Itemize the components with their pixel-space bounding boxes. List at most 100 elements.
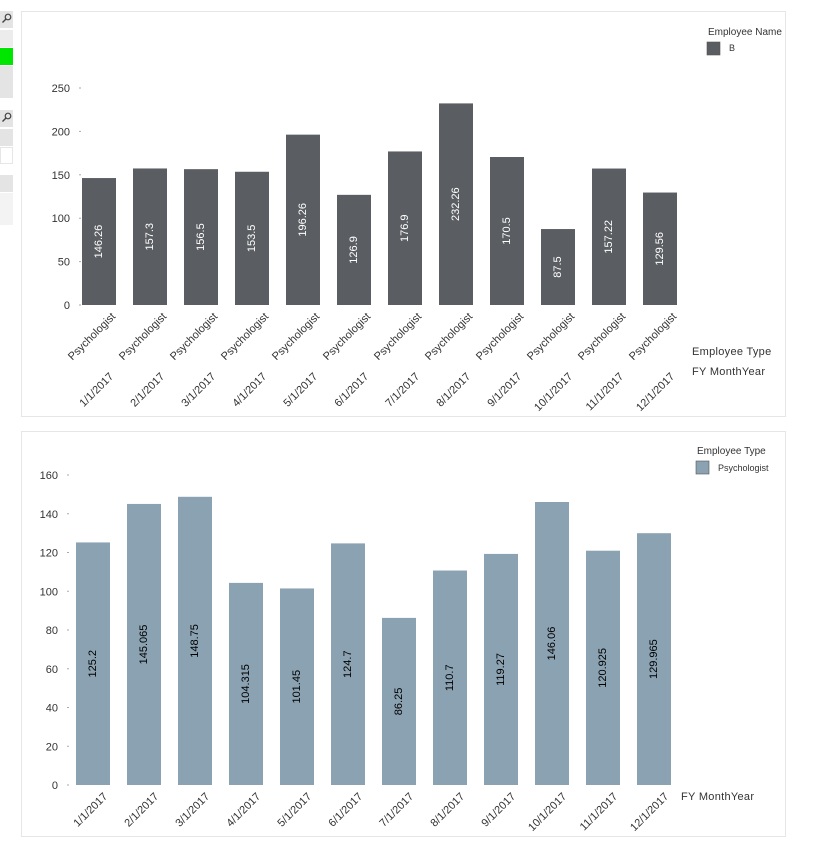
bar[interactable] xyxy=(541,229,575,305)
bar[interactable] xyxy=(235,171,269,305)
y-tick-label: 140 xyxy=(40,509,58,521)
y-tick-label: 150 xyxy=(52,170,70,182)
bar[interactable] xyxy=(433,570,467,785)
x-category-label: 1/1/2017 xyxy=(71,791,110,830)
y-tick-label: 0 xyxy=(64,300,70,312)
bar[interactable] xyxy=(637,533,671,785)
data-label: 129.56 xyxy=(654,232,666,266)
filter-search-button-2[interactable] xyxy=(0,110,13,127)
bar[interactable] xyxy=(484,553,518,785)
bar[interactable] xyxy=(82,178,116,305)
y-tick-label: 100 xyxy=(40,586,58,598)
chart-panel-employee-name[interactable]: 0 50 100 150 200 250 146.26 Psychologist 1/1/201… xyxy=(21,11,786,417)
bar[interactable] xyxy=(643,192,677,305)
filter-row-empty-6[interactable] xyxy=(0,193,13,225)
x-category-label: 11/1/2017 xyxy=(584,371,627,414)
legend-swatch[interactable] xyxy=(695,460,710,475)
bar[interactable] xyxy=(382,617,416,785)
x-category-label: 7/1/2017 xyxy=(383,371,422,410)
bar[interactable] xyxy=(280,588,314,785)
bar[interactable] xyxy=(331,543,365,785)
y-tick-label: 250 xyxy=(52,83,70,95)
filter-row-empty-5[interactable] xyxy=(0,175,13,192)
bar[interactable] xyxy=(127,503,161,785)
x-category-label: 12/1/2017 xyxy=(628,791,671,834)
x-category-label: 3/1/2017 xyxy=(179,371,218,410)
filter-row-empty-4[interactable] xyxy=(0,147,13,164)
filter-row-empty-2[interactable] xyxy=(0,66,13,98)
y-tick-label: 50 xyxy=(58,257,70,269)
x-category-label: 8/1/2017 xyxy=(428,791,467,830)
x-inner-category-label: Psychologist xyxy=(576,311,628,363)
y-tick-label: 40 xyxy=(46,703,58,715)
search-icon xyxy=(2,13,12,23)
x-category-label: 9/1/2017 xyxy=(485,371,524,410)
x-category-label: 10/1/2017 xyxy=(526,791,569,834)
filter-pane-edge xyxy=(0,0,13,230)
x-category-label: 2/1/2017 xyxy=(128,371,167,410)
search-icon xyxy=(2,112,12,122)
bar[interactable] xyxy=(184,169,218,305)
x-category-label: 4/1/2017 xyxy=(230,371,269,410)
data-label: 146.06 xyxy=(546,627,558,661)
bar[interactable] xyxy=(178,496,212,785)
legend-entry[interactable]: Psychologist xyxy=(718,463,769,473)
x-category-label: 5/1/2017 xyxy=(281,371,320,410)
bar[interactable] xyxy=(439,103,473,306)
x-inner-category-label: Psychologist xyxy=(66,311,118,363)
data-label: 196.26 xyxy=(297,203,309,237)
bar[interactable] xyxy=(133,168,167,305)
y-tick-label: 0 xyxy=(52,780,58,792)
x-category-label: 12/1/2017 xyxy=(634,371,677,414)
filter-search-button-1[interactable] xyxy=(0,11,13,28)
filter-row-empty-1[interactable] xyxy=(0,30,13,47)
x-inner-category-label: Psychologist xyxy=(117,311,169,363)
legend-title: Employee Name xyxy=(708,27,782,38)
chart-panel-employee-type[interactable]: 0 20 40 60 80 100 120 140 160 125.2 1/1/2017 145.06… xyxy=(21,431,786,837)
data-label: 146.26 xyxy=(93,225,105,259)
data-label: 124.7 xyxy=(342,650,354,678)
x-inner-category-label: Psychologist xyxy=(270,311,322,363)
axis-title: FY MonthYear xyxy=(692,366,765,378)
filter-row-empty-3[interactable] xyxy=(0,129,13,146)
bar-chart-employee-type: 0 20 40 60 80 100 120 140 160 125.2 1/1/2017 145.06… xyxy=(40,446,769,834)
legend-swatch[interactable] xyxy=(706,41,721,56)
data-label: 86.25 xyxy=(393,688,405,716)
y-tick-label: 80 xyxy=(46,625,58,637)
data-label: 157.22 xyxy=(603,220,615,254)
filter-row-selected[interactable] xyxy=(0,48,13,65)
bar[interactable] xyxy=(490,157,524,305)
x-category-label: 5/1/2017 xyxy=(275,791,314,830)
x-inner-category-label: Psychologist xyxy=(474,311,526,363)
y-tick-label: 120 xyxy=(40,548,58,560)
bar[interactable] xyxy=(229,582,263,785)
bar[interactable] xyxy=(535,502,569,785)
x-category-label: 7/1/2017 xyxy=(377,791,416,830)
data-label: 156.5 xyxy=(195,223,207,251)
x-inner-category-label: Psychologist xyxy=(321,311,373,363)
data-label: 170.5 xyxy=(501,217,513,245)
bar[interactable] xyxy=(337,194,371,305)
data-label: 157.3 xyxy=(144,223,156,251)
bar[interactable] xyxy=(76,542,110,785)
data-label: 119.27 xyxy=(495,653,507,686)
x-category-label: 3/1/2017 xyxy=(173,791,212,830)
bar[interactable] xyxy=(286,134,320,305)
data-label: 176.9 xyxy=(399,214,411,242)
axis-title: Employee Type xyxy=(692,346,772,358)
y-tick-label: 100 xyxy=(52,213,70,225)
axis-title: FY MonthYear xyxy=(681,791,754,803)
x-category-label: 2/1/2017 xyxy=(122,791,161,830)
data-label: 126.9 xyxy=(348,236,360,264)
bar[interactable] xyxy=(388,151,422,305)
data-label: 87.5 xyxy=(552,256,564,277)
x-category-label: 11/1/2017 xyxy=(578,791,621,834)
x-category-label: 10/1/2017 xyxy=(532,371,575,414)
legend-entry[interactable]: B xyxy=(729,43,735,53)
bar[interactable] xyxy=(586,550,620,785)
data-label: 153.5 xyxy=(246,225,258,253)
data-label: 110.7 xyxy=(444,664,456,691)
y-tick-label: 60 xyxy=(46,664,58,676)
legend-title: Employee Type xyxy=(697,446,766,457)
bar[interactable] xyxy=(592,168,626,305)
